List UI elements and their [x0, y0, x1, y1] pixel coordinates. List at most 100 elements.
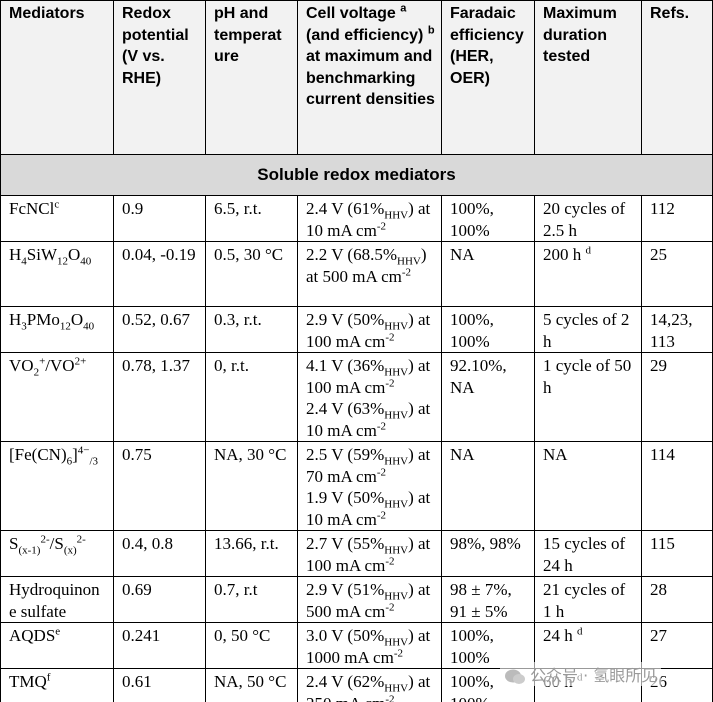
cell-line: 0.52, 0.67	[122, 309, 199, 331]
subscript: 12	[57, 255, 69, 268]
cell: 0, 50 °C	[205, 622, 298, 669]
cell: 0.52, 0.67	[113, 306, 206, 353]
text: Refs.	[650, 5, 690, 22]
cell: H3PMo12O40	[0, 306, 114, 353]
text: 0.4, 0.8	[122, 534, 173, 553]
superscript: e	[55, 625, 61, 638]
data-row: H3PMo12O40 0.52, 0.67 0.3, r.t. 2.9 V (50%H…	[0, 306, 713, 353]
cell: 24 h d	[534, 622, 642, 669]
subscript: HHV	[384, 590, 409, 603]
subscript: HHV	[384, 498, 409, 511]
superscript: -2	[385, 554, 395, 567]
cell: Hydroquinone sulfate	[0, 576, 114, 623]
cell: 2.7 V (55%HHV) at 100 mA cm-2	[297, 530, 442, 577]
text: 28	[650, 580, 667, 599]
text: ) at 100 mA cm	[306, 534, 431, 575]
cell-line: 28	[650, 579, 706, 601]
cell: 21 cycles of 1 h	[534, 576, 642, 623]
text: ) at 500 mA cm	[306, 245, 427, 286]
superscript: -2	[385, 600, 395, 613]
superscript: -2	[376, 508, 387, 521]
text: 100%, 100%	[450, 626, 494, 667]
cell: 0.75	[113, 441, 206, 531]
text: 13.66, r.t.	[214, 534, 279, 553]
text: 1 cycle of 50 h	[543, 356, 632, 397]
watermark: 公众号 · 氢眼所见	[500, 662, 662, 686]
cell-line: S(x-1)2-/S(x)2-	[9, 533, 107, 557]
cell: 3.0 V (50%HHV) at 1000 mA cm-2	[297, 622, 442, 669]
text: 0.52, 0.67	[122, 310, 190, 329]
cell-line: 98 ± 7%, 91 ± 5%	[450, 579, 528, 622]
watermark-icon	[505, 669, 525, 684]
superscript: +	[39, 355, 46, 368]
cell-line: 2.9 V (51%HHV) at 500 mA cm-2	[306, 579, 435, 622]
text: 0.78, 1.37	[122, 356, 190, 375]
text: VO	[9, 356, 34, 375]
cell-line: 0.7, r.t	[214, 579, 291, 601]
cell-line: 0.9	[122, 198, 199, 220]
cell: 100%, 100%	[441, 622, 535, 669]
text: 100%, 100%	[450, 199, 494, 240]
cell-line: 100%, 100%	[450, 198, 528, 241]
cell: 14,23, 113	[641, 306, 713, 353]
cell: 1 cycle of 50 h	[534, 352, 642, 442]
section-title: Soluble redox mediators	[0, 154, 713, 196]
cell-line: 1 cycle of 50 h	[543, 355, 635, 398]
text: 5 cycles of 2 h	[543, 310, 630, 351]
cell: 0, r.t.	[205, 352, 298, 442]
cell: NA	[534, 441, 642, 531]
text: ) at 100 mA cm	[306, 356, 431, 397]
subscript: HHV	[384, 682, 409, 695]
cell: 115	[641, 530, 713, 577]
cell-line: Mediators	[9, 3, 107, 25]
cell-line: 3.0 V (50%HHV) at 1000 mA cm-2	[306, 625, 435, 668]
subscript: (x-1)	[18, 544, 41, 557]
text: H	[9, 310, 22, 329]
text: NA, 50 °C	[214, 672, 287, 691]
cell: TMQf	[0, 668, 114, 702]
cell: 0.5, 30 °C	[205, 241, 298, 307]
cell: 28	[641, 576, 713, 623]
cell-line: AQDSe	[9, 625, 107, 647]
subscript: HHV	[384, 455, 409, 468]
text: AQDS	[9, 626, 56, 645]
cell-line: 6.5, r.t.	[214, 198, 291, 220]
text: Cell voltage	[306, 5, 401, 22]
section-row: Soluble redox mediators	[0, 154, 713, 196]
cell: 0.4, 0.8	[113, 530, 206, 577]
text: 2.7 V (55%	[306, 534, 385, 553]
superscript: 4−	[77, 444, 90, 457]
superscript: d	[585, 244, 592, 257]
cell: 2.9 V (50%HHV) at 100 mA cm-2	[297, 306, 442, 353]
text: 14,23, 113	[650, 310, 693, 351]
cell: 0.7, r.t	[205, 576, 298, 623]
subscript: HHV	[384, 209, 409, 222]
cell-line: Faradaic efficiency (HER, OER)	[450, 3, 528, 89]
data-row: FcNClc 0.9 6.5, r.t. 2.4 V (61%HHV) at 10 m…	[0, 195, 713, 242]
cell-line: 24 h d	[543, 625, 635, 647]
text: 0, r.t.	[214, 356, 249, 375]
cell-line: 114	[650, 444, 706, 466]
cell-line: 2.7 V (55%HHV) at 100 mA cm-2	[306, 533, 435, 576]
text: ) at 10 mA cm	[306, 399, 431, 440]
text: 1.9 V (50%	[306, 488, 385, 507]
superscript: a	[400, 2, 407, 15]
superscript: f	[46, 671, 51, 684]
cell: 2.4 V (62%HHV) at 250 mA cm-2	[297, 668, 442, 702]
cell: 98 ± 7%, 91 ± 5%	[441, 576, 535, 623]
text: 115	[650, 534, 675, 553]
data-row: [Fe(CN)6]4−/3 0.75 NA, 30 °C 2.5 V (59%HHV)…	[0, 441, 713, 531]
cell-line: 0.5, 30 °C	[214, 244, 291, 266]
cell: 2.4 V (61%HHV) at 10 mA cm-2	[297, 195, 442, 242]
text: ) at 500 mA cm	[306, 580, 431, 621]
text: at maximum and benchmarking current dens…	[306, 48, 435, 108]
cell-line: 29	[650, 355, 706, 377]
text: 2.9 V (51%	[306, 580, 385, 599]
cell-line: 21 cycles of 1 h	[543, 579, 635, 622]
header-cell: Refs.	[641, 0, 713, 155]
cell: NA, 30 °C	[205, 441, 298, 531]
subscript: HHV	[384, 409, 409, 422]
cell-line: 0.4, 0.8	[122, 533, 199, 555]
text: ) at 1000 mA cm	[306, 626, 431, 667]
